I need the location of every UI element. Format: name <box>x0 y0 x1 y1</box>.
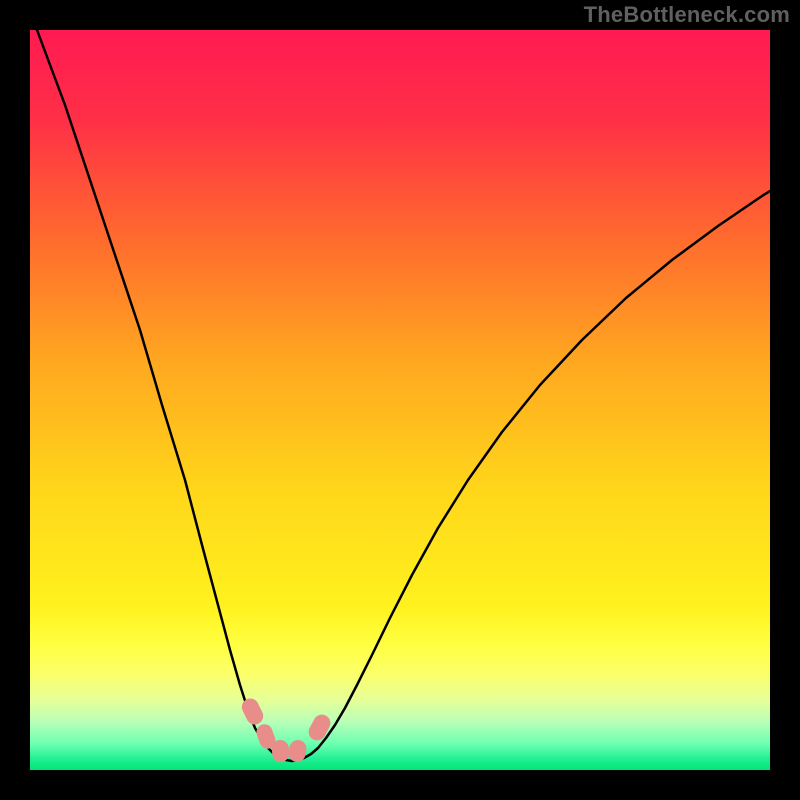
trough-marker <box>271 739 290 762</box>
curve-layer <box>30 30 770 770</box>
plot-area <box>30 30 770 770</box>
bottleneck-curve <box>37 30 770 761</box>
watermark-text: TheBottleneck.com <box>584 2 790 28</box>
chart-frame: TheBottleneck.com <box>0 0 800 800</box>
